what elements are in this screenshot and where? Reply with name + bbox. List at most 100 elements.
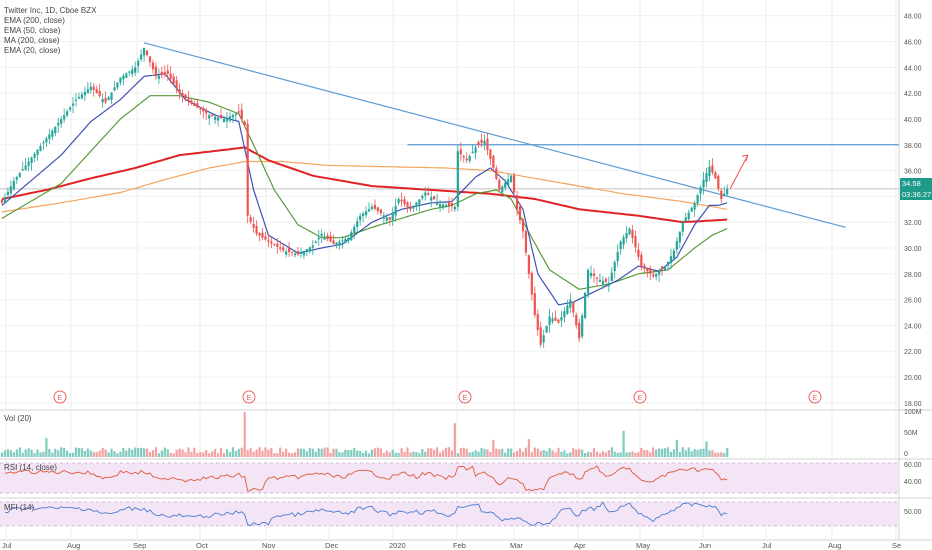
ma-200-line — [1, 146, 728, 224]
volume-bar — [353, 447, 356, 457]
arrow-annotation — [729, 154, 749, 189]
candle-body — [359, 215, 362, 221]
volume-bar — [193, 447, 196, 457]
candle-body — [663, 267, 667, 271]
candle-body — [610, 272, 613, 281]
volume-bar — [622, 430, 625, 457]
volume-bar — [107, 452, 110, 457]
candle-body — [267, 240, 270, 242]
candle-body — [341, 240, 344, 242]
candle-body — [282, 247, 285, 251]
candle-body — [296, 251, 300, 255]
x-tick-label: Sep — [133, 541, 146, 550]
candle-body — [628, 228, 631, 235]
candle-body — [551, 318, 554, 322]
earnings-marker-label: E — [463, 395, 468, 402]
volume-bar — [169, 452, 172, 457]
volume-bar — [649, 452, 652, 457]
volume-bar — [246, 450, 249, 457]
volume-bar — [462, 447, 465, 457]
candle-body — [589, 272, 593, 277]
earnings-marker-label: E — [813, 395, 818, 402]
candle-body — [338, 241, 341, 246]
volume-bar — [86, 448, 89, 457]
volume-bar — [424, 451, 427, 457]
volume-bar — [507, 448, 510, 457]
candle-body — [252, 223, 255, 228]
volume-bar — [205, 450, 208, 457]
candle-body — [157, 75, 160, 79]
legend-ema-200[interactable]: EMA (200, close) — [4, 16, 65, 25]
volume-bar — [441, 450, 445, 457]
price-tick-label: 28.00 — [904, 272, 922, 279]
candle-body — [270, 241, 273, 244]
volume-bar — [489, 451, 492, 457]
earnings-marker — [53, 390, 67, 404]
volume-bar — [335, 448, 338, 457]
volume-bar — [397, 453, 400, 457]
rsi-pane-label[interactable]: RSI (14, close) — [4, 463, 57, 472]
candle-body — [566, 305, 569, 314]
candle-body — [202, 108, 205, 112]
candle-body — [415, 202, 418, 207]
candle-body — [436, 201, 439, 206]
volume-bar — [163, 447, 166, 457]
volume-bar — [678, 451, 681, 457]
mfi-pane-label[interactable]: MFI (14) — [4, 503, 35, 512]
volume-bar — [160, 450, 163, 457]
volume-bar — [140, 447, 143, 457]
legend-ema-50[interactable]: EMA (50, close) — [4, 26, 61, 35]
candle-body — [421, 195, 424, 199]
volume-bar — [557, 447, 560, 457]
volume-bar — [631, 451, 634, 457]
candle-body — [515, 195, 519, 210]
volume-bar — [356, 450, 359, 457]
candle-body — [3, 197, 7, 204]
volume-bar — [637, 452, 640, 457]
candle-body — [693, 202, 696, 210]
candle-body — [332, 240, 335, 245]
candle-body — [74, 99, 78, 101]
candle-body — [453, 206, 456, 210]
volume-bar — [80, 448, 84, 457]
volume-bar — [521, 451, 525, 457]
candle-body — [51, 130, 54, 137]
legend-ema-20[interactable]: EMA (20, close) — [4, 46, 61, 55]
candle-body — [196, 103, 199, 108]
legend-ma-200[interactable]: MA (200, close) — [4, 36, 60, 45]
candle-body — [344, 238, 347, 243]
legend-symbol[interactable]: Twitter Inc, 1D, Cboe BZX — [4, 6, 97, 15]
volume-bar — [702, 448, 705, 457]
candle-body — [302, 250, 306, 256]
candle-body — [264, 236, 267, 240]
x-tick-label: Jun — [699, 541, 711, 550]
candle-body — [119, 77, 122, 83]
candle-body — [362, 213, 365, 216]
volume-bar — [367, 453, 371, 457]
volume-bar — [214, 449, 217, 457]
candle-body — [353, 226, 356, 233]
volume-bar — [258, 447, 261, 457]
volume-bar — [18, 447, 21, 457]
candle-body — [655, 274, 658, 277]
candle-body — [154, 66, 158, 77]
volume-bar — [444, 447, 448, 457]
volume-bar — [74, 447, 78, 457]
volume-bar — [598, 453, 602, 457]
volume-pane-label[interactable]: Vol (20) — [4, 414, 32, 423]
volume-bar — [376, 447, 380, 457]
volume-bar — [119, 451, 122, 457]
candle-body — [501, 186, 504, 193]
ema-200-line — [1, 160, 728, 213]
volume-bar — [199, 452, 202, 457]
volume-bar — [660, 448, 664, 457]
volume-bar — [610, 447, 613, 457]
mfi-line — [4, 501, 728, 527]
candle-body — [400, 199, 403, 202]
price-tick-label: 26.00 — [904, 298, 922, 305]
candle-body — [148, 56, 152, 63]
x-tick-label: Apr — [574, 541, 586, 550]
price-tick-label: 32.00 — [904, 220, 922, 227]
